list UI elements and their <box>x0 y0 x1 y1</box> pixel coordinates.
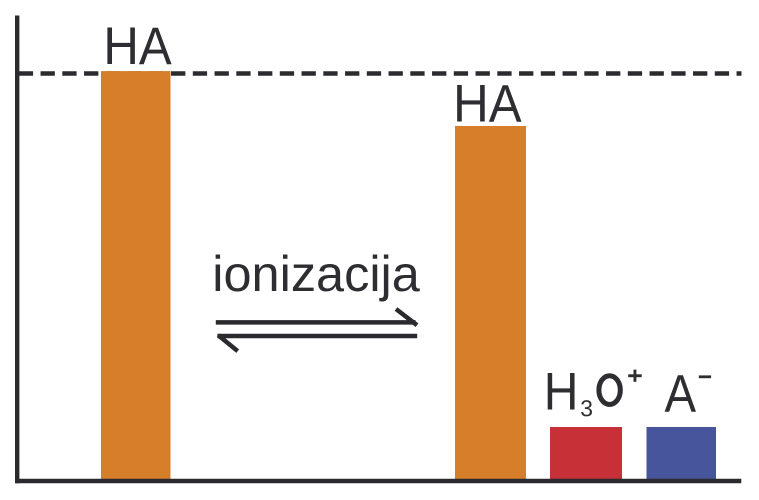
svg-text:H: H <box>544 362 579 421</box>
svg-text:ionizacija: ionizacija <box>212 245 420 302</box>
svg-text:HA: HA <box>103 17 171 76</box>
svg-text:HA: HA <box>453 74 521 133</box>
svg-text:A: A <box>665 364 697 423</box>
